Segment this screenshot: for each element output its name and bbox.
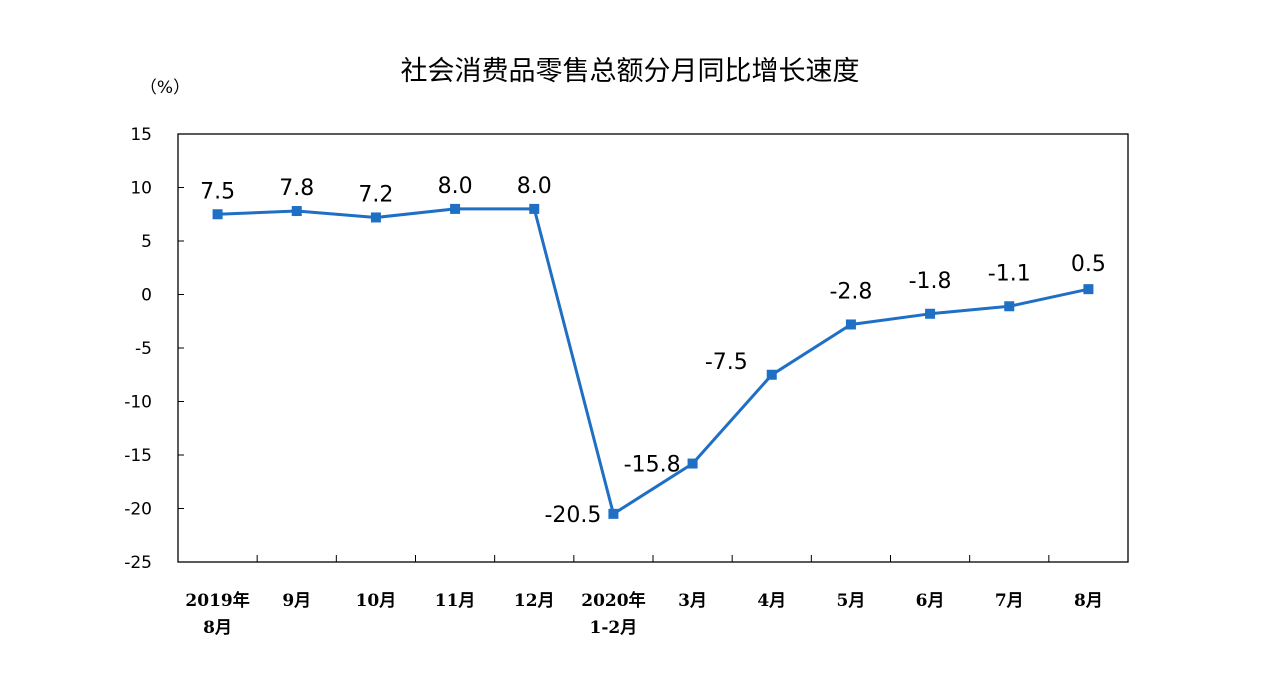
data-labels: 7.5 7.8 7.2 8.0 8.0 -20.5 -15.8 -7.5 -2.8 -1.8 -1.…	[200, 174, 1106, 528]
data-label: -15.8	[624, 453, 681, 478]
data-label: 7.2	[358, 182, 393, 207]
y-axis: 15 10 5 0 -5 -10 -15 -20 -25	[124, 125, 184, 573]
x-tick-label: 9月	[282, 591, 311, 611]
data-label: -2.8	[829, 279, 872, 304]
y-tick-label: -15	[124, 446, 152, 466]
data-point-marker	[687, 458, 698, 469]
series-line	[217, 207, 1089, 516]
x-tick-label: 4月	[757, 591, 786, 611]
y-tick-label: -5	[135, 339, 152, 359]
data-point-marker	[291, 206, 302, 217]
plot-area	[177, 133, 1129, 563]
y-tick-label: 10	[130, 179, 152, 199]
y-tick-label: -10	[124, 393, 152, 413]
x-tick-label: 3月	[678, 591, 707, 611]
x-tick-label: 6月	[916, 591, 945, 611]
data-point-marker	[925, 308, 936, 319]
data-point-marker	[766, 369, 777, 380]
y-tick-label: 15	[130, 125, 152, 145]
data-label: 7.8	[279, 176, 314, 201]
x-tick-label: 2020年	[581, 590, 645, 611]
y-tick-label: -25	[124, 553, 152, 573]
data-label: -1.1	[988, 261, 1031, 286]
x-tick-label: 11月	[435, 591, 476, 611]
data-label: -20.5	[544, 503, 601, 528]
data-label: -1.8	[909, 269, 952, 294]
data-point-marker	[608, 508, 619, 519]
x-tick-label: 5月	[836, 591, 865, 611]
data-label: -7.5	[705, 350, 748, 375]
x-tick-label: 10月	[356, 591, 397, 611]
y-tick-label: 5	[141, 232, 152, 252]
data-label: 8.0	[438, 174, 473, 199]
data-point-marker	[529, 203, 540, 214]
x-tick-label: 1-2月	[590, 618, 638, 638]
data-label: 0.5	[1071, 252, 1106, 277]
x-tick-label: 7月	[995, 591, 1024, 611]
x-tick-label: 8月	[1074, 591, 1103, 611]
data-point-marker	[845, 319, 856, 330]
x-tick-label: 2019年	[185, 590, 249, 611]
data-label: 8.0	[517, 174, 552, 199]
data-point-marker	[450, 203, 461, 214]
series-sales-growth	[212, 203, 1094, 519]
data-point-marker	[212, 209, 223, 220]
chart-title: 社会消费品零售总额分月同比增长速度	[401, 56, 860, 87]
data-label: 7.5	[200, 179, 235, 204]
y-unit-label: （%）	[140, 78, 190, 98]
y-tick-label: 0	[141, 286, 152, 306]
data-point-marker	[1004, 301, 1015, 312]
x-tick-label: 8月	[203, 618, 232, 638]
x-axis: 2019年 8月 9月 10月 11月 12月 2020年 1-2月 3月 4月 5月 6月 7月 8月	[177, 555, 1129, 638]
data-point-marker	[1083, 284, 1094, 295]
y-tick-label: -20	[124, 500, 152, 520]
x-tick-label: 12月	[514, 591, 555, 611]
data-point-marker	[370, 212, 381, 223]
